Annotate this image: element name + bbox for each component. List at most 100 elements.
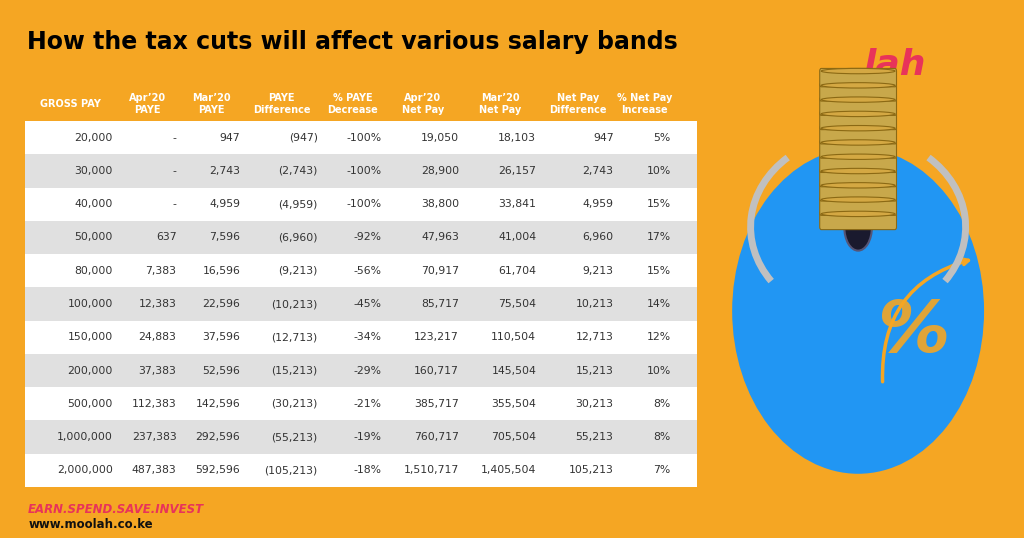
Text: 100,000: 100,000 [68,299,113,309]
Text: (9,213): (9,213) [279,266,317,276]
FancyBboxPatch shape [819,111,897,130]
Text: 30,000: 30,000 [75,166,113,176]
FancyBboxPatch shape [25,387,697,420]
Text: -: - [173,166,176,176]
Text: 16,596: 16,596 [203,266,241,276]
Text: 5%: 5% [653,133,671,143]
Text: -: - [173,199,176,209]
Ellipse shape [821,197,895,202]
Text: 7,383: 7,383 [145,266,176,276]
FancyBboxPatch shape [25,321,697,354]
Text: 2,743: 2,743 [583,166,613,176]
Text: 592,596: 592,596 [196,465,241,475]
Text: (947): (947) [289,133,317,143]
Text: (55,213): (55,213) [271,432,317,442]
Ellipse shape [821,168,895,174]
Text: Apr’20
Net Pay: Apr’20 Net Pay [401,94,444,116]
Text: -18%: -18% [353,465,382,475]
FancyBboxPatch shape [25,88,697,121]
Text: (12,713): (12,713) [271,332,317,342]
Text: -100%: -100% [346,166,382,176]
Text: 20,000: 20,000 [75,133,113,143]
Ellipse shape [732,148,984,474]
FancyBboxPatch shape [25,454,697,487]
FancyBboxPatch shape [819,140,897,158]
Text: 15%: 15% [646,199,671,209]
FancyBboxPatch shape [819,211,897,230]
FancyBboxPatch shape [25,121,697,154]
Text: 55,213: 55,213 [575,432,613,442]
Ellipse shape [821,182,895,188]
Text: 37,383: 37,383 [138,365,176,376]
Text: 2,743: 2,743 [210,166,241,176]
Text: 947: 947 [593,133,613,143]
Text: (6,960): (6,960) [279,232,317,243]
Text: -100%: -100% [346,133,382,143]
Text: (4,959): (4,959) [279,199,317,209]
FancyBboxPatch shape [819,154,897,173]
Ellipse shape [821,140,895,145]
Text: 160,717: 160,717 [414,365,459,376]
FancyBboxPatch shape [25,420,697,454]
Text: 33,841: 33,841 [499,199,537,209]
Text: 10,213: 10,213 [575,299,613,309]
Text: (2,743): (2,743) [279,166,317,176]
Text: 142,596: 142,596 [196,399,241,409]
Text: -: - [173,133,176,143]
Text: 292,596: 292,596 [196,432,241,442]
Text: % PAYE
Decrease: % PAYE Decrease [327,94,378,116]
Text: 4,959: 4,959 [583,199,613,209]
Text: 110,504: 110,504 [492,332,537,342]
Text: 24,883: 24,883 [138,332,176,342]
FancyBboxPatch shape [819,168,897,187]
FancyBboxPatch shape [25,287,697,321]
Text: 200,000: 200,000 [68,365,113,376]
FancyBboxPatch shape [819,125,897,144]
Text: 1,405,504: 1,405,504 [481,465,537,475]
Text: -34%: -34% [353,332,382,342]
Text: 500,000: 500,000 [68,399,113,409]
Ellipse shape [821,68,895,74]
Text: 22,596: 22,596 [203,299,241,309]
Ellipse shape [821,111,895,117]
Text: 12,383: 12,383 [138,299,176,309]
Text: -92%: -92% [353,232,382,243]
Text: -45%: -45% [353,299,382,309]
Text: 4,959: 4,959 [210,199,241,209]
Text: 28,900: 28,900 [421,166,459,176]
FancyBboxPatch shape [819,97,897,115]
Text: -29%: -29% [353,365,382,376]
Text: 8%: 8% [653,432,671,442]
Text: 12%: 12% [646,332,671,342]
Text: 70,917: 70,917 [421,266,459,276]
Text: 355,504: 355,504 [492,399,537,409]
Ellipse shape [821,125,895,131]
Text: 1,000,000: 1,000,000 [56,432,113,442]
Text: 14%: 14% [646,299,671,309]
Ellipse shape [821,83,895,88]
Text: www.moolah.co.ke: www.moolah.co.ke [28,519,153,532]
Text: 61,704: 61,704 [499,266,537,276]
Text: 17%: 17% [646,232,671,243]
Text: GROSS PAY: GROSS PAY [40,100,100,109]
Text: 385,717: 385,717 [414,399,459,409]
Ellipse shape [821,97,895,102]
Text: 30,213: 30,213 [575,399,613,409]
Text: 80,000: 80,000 [75,266,113,276]
Text: 145,504: 145,504 [492,365,537,376]
Text: %: % [878,298,949,366]
Text: PAYE
Difference: PAYE Difference [253,94,310,116]
Text: -100%: -100% [346,199,382,209]
Text: 41,004: 41,004 [498,232,537,243]
Text: moo: moo [765,47,852,81]
Text: (10,213): (10,213) [271,299,317,309]
Text: 38,800: 38,800 [421,199,459,209]
Text: 8%: 8% [653,399,671,409]
Text: EARN.SPEND.SAVE.INVEST: EARN.SPEND.SAVE.INVEST [28,502,204,515]
Text: Net Pay
Difference: Net Pay Difference [549,94,606,116]
Text: 10%: 10% [646,166,671,176]
Text: Mar’20
Net Pay: Mar’20 Net Pay [479,94,521,116]
Text: -21%: -21% [353,399,382,409]
Text: Mar’20
PAYE: Mar’20 PAYE [191,94,230,116]
Text: 19,050: 19,050 [421,133,459,143]
